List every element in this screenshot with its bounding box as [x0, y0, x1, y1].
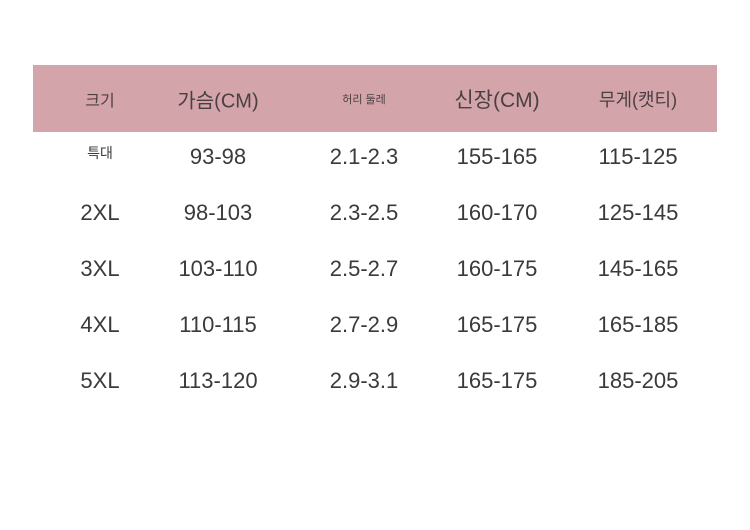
table-cell: 103-110	[178, 256, 258, 281]
header-cell: 무게(캣티)	[598, 90, 678, 110]
table-cell: 185-205	[597, 368, 679, 393]
table-cell: 5XL	[80, 368, 120, 393]
header-cell: 허리 둘레	[342, 94, 386, 106]
table-cell: 4XL	[80, 312, 120, 337]
table-cell: 2.3-2.5	[329, 200, 399, 225]
table-cell: 2.1-2.3	[329, 144, 399, 169]
table-cell: 160-175	[456, 256, 538, 281]
table-cell: 2XL	[80, 200, 120, 225]
table-cell: 155-165	[456, 144, 538, 169]
table-cell: 165-175	[456, 312, 538, 337]
table-cell: 2.9-3.1	[329, 368, 399, 393]
table-cell: 110-115	[179, 312, 257, 337]
table-cell: 98-103	[183, 200, 253, 225]
header-band	[33, 65, 717, 132]
table-cell: 160-170	[456, 200, 538, 225]
table-cell: 2.7-2.9	[329, 312, 399, 337]
table-cell: 2.5-2.7	[329, 256, 399, 281]
table-cell: 113-120	[178, 368, 258, 393]
table-cell: 165-185	[597, 312, 679, 337]
header-cell: 크기	[85, 93, 115, 110]
table-cell: 125-145	[597, 200, 679, 225]
table-cell: 93-98	[189, 144, 247, 169]
table-cell: 145-165	[597, 256, 679, 281]
table-cell: 특대	[87, 145, 113, 161]
table-cell: 3XL	[80, 256, 120, 281]
header-cell: 가슴(CM)	[177, 90, 259, 113]
table-cell: 165-175	[456, 368, 538, 393]
header-cell: 신장(CM)	[454, 89, 540, 112]
table-cell: 115-125	[598, 144, 678, 169]
